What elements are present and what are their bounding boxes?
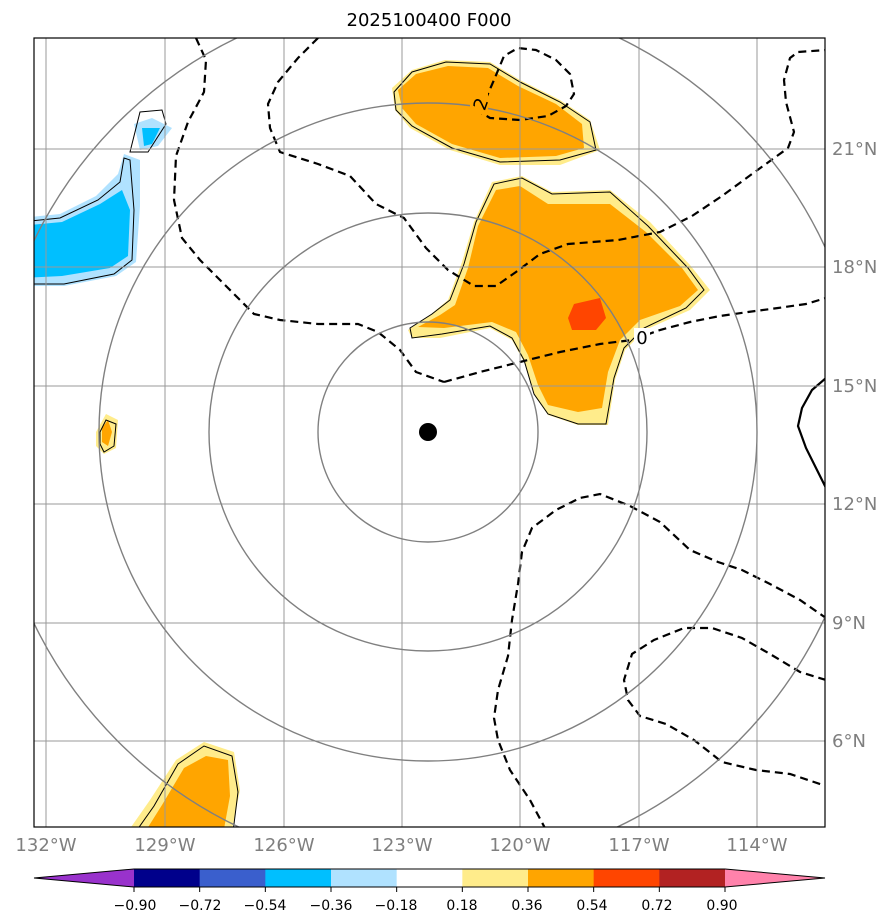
y-axis-labels: 21°N 18°N 15°N 12°N 9°N 6°N	[832, 139, 877, 752]
colorbar-swatch	[528, 869, 595, 887]
colorbar-tick-label: 0.72	[641, 898, 672, 914]
contour-west	[172, 38, 445, 384]
x-tick-label: 117°W	[608, 835, 669, 856]
x-tick-label: 132°W	[15, 835, 76, 856]
shade-nw-blue	[34, 190, 130, 278]
colorbar-tick-label: 0.18	[446, 898, 477, 914]
outline-nw-small	[129, 109, 167, 153]
colorbar-extend-max	[725, 869, 825, 887]
contour-label-0-bg	[634, 328, 650, 348]
shade-main-red	[568, 298, 606, 330]
y-tick-label: 15°N	[832, 376, 877, 397]
outline-west	[99, 419, 117, 453]
x-tick-label: 126°W	[253, 835, 314, 856]
colorbar-tick-label: −0.72	[179, 898, 222, 914]
outline-nw	[34, 157, 135, 285]
contour-label-0: 0	[636, 328, 647, 349]
contour-east-solid	[796, 377, 825, 489]
colorbar-tick-label: 0.36	[511, 898, 542, 914]
shading-outlines	[34, 61, 705, 827]
colorbar-swatch	[265, 869, 332, 887]
shade-west-orange	[102, 420, 112, 446]
colorbar-tick-label: 0.90	[706, 898, 737, 914]
colorbar-swatch	[593, 869, 660, 887]
range-rings	[34, 38, 825, 827]
colorbar-tick-label: −0.90	[114, 898, 157, 914]
colorbar-tick-label: −0.54	[244, 898, 287, 914]
x-tick-label: 120°W	[489, 835, 550, 856]
outline-main	[409, 177, 705, 425]
gridlines	[34, 38, 825, 827]
contour-main-0	[266, 38, 825, 288]
chart-title: 2025100400 F000	[347, 10, 512, 31]
contour-southeast	[622, 626, 825, 787]
contour-south	[492, 492, 825, 827]
contour-labels: 2 0	[470, 92, 650, 349]
shade-nw-small-blue	[142, 128, 160, 146]
range-ring-2	[208, 212, 648, 652]
colorbar-swatches	[33, 868, 826, 888]
y-tick-label: 9°N	[832, 613, 866, 634]
colorbar-swatch	[462, 869, 529, 887]
y-tick-label: 21°N	[832, 139, 877, 160]
storm-center-marker	[419, 423, 437, 441]
x-tick-label: 123°W	[371, 835, 432, 856]
x-tick-label: 129°W	[134, 835, 195, 856]
y-tick-label: 12°N	[832, 494, 877, 515]
map-content: 2 0	[34, 38, 825, 827]
shade-north-orange	[398, 66, 584, 158]
range-ring-3	[98, 102, 758, 762]
outline-north	[393, 61, 597, 163]
x-axis-labels: 132°W 129°W 126°W 123°W 120°W 117°W 114°…	[15, 835, 787, 856]
colorbar-extend-min	[34, 869, 134, 887]
outline-south	[138, 745, 239, 827]
contour-label-2-bg	[470, 92, 488, 114]
x-tick-label: 114°W	[726, 835, 787, 856]
colorbar-ticks	[133, 887, 726, 892]
colorbar-tick-label: −0.36	[310, 898, 353, 914]
colorbar-swatch	[396, 869, 463, 887]
range-ring-1	[317, 321, 539, 543]
colorbar-swatch	[199, 869, 266, 887]
map-frame	[33, 37, 826, 828]
colorbar-swatch	[134, 869, 201, 887]
colorbar-swatch	[659, 869, 726, 887]
shade-south-orange	[148, 756, 230, 827]
colorbar-tick-label: −0.18	[375, 898, 418, 914]
y-tick-label: 6°N	[832, 731, 866, 752]
shade-main-orange	[418, 186, 698, 412]
colorbar: −0.90 −0.72 −0.54 −0.36 −0.18 0.18 0.36 …	[33, 868, 826, 914]
colorbar-tick-label: 0.54	[576, 898, 607, 914]
colorbar-swatch	[331, 869, 398, 887]
y-tick-label: 18°N	[832, 257, 877, 278]
positive-shading	[96, 60, 710, 827]
